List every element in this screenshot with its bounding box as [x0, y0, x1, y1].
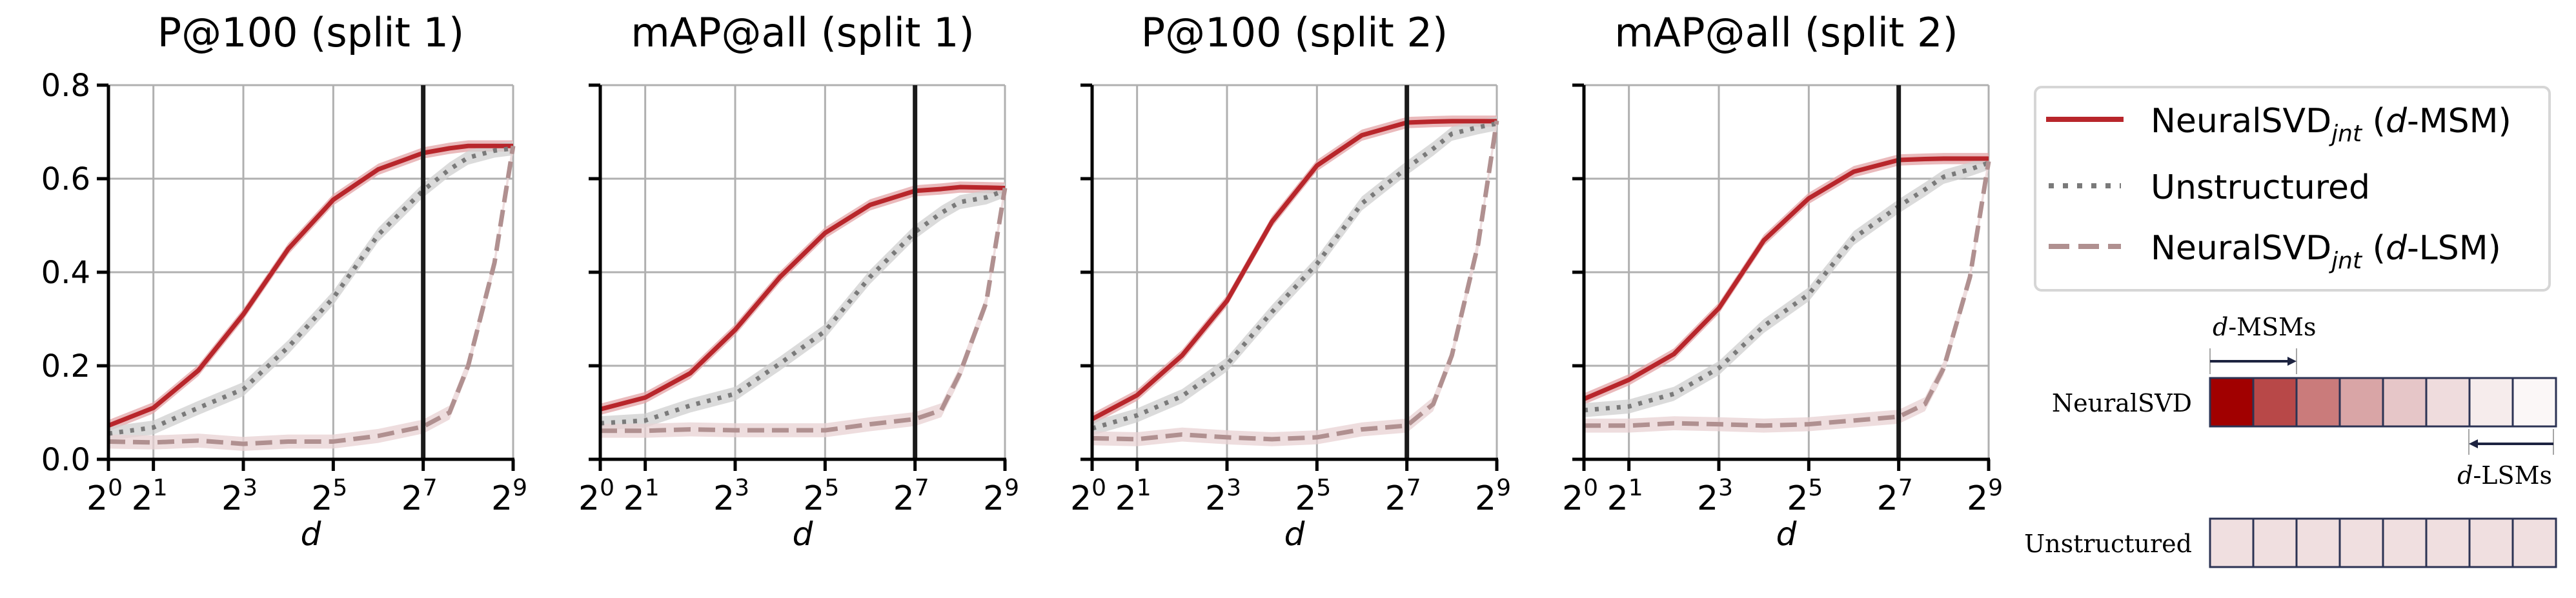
x-tick-label: 23 [1205, 475, 1241, 518]
series-band-dotted [1092, 117, 1497, 435]
series-line-solid [1584, 159, 1989, 399]
legend: NeuralSVDjnt (d-MSM) Unstructured Neural… [2035, 87, 2550, 290]
x-tick-label: 20 [1070, 475, 1106, 518]
neuralsvd-cell [2426, 378, 2470, 426]
x-tick-label: 20 [86, 475, 123, 518]
x-tick-label: 20 [578, 475, 614, 518]
series-band-dashed [1584, 154, 1989, 432]
x-tick-label: 21 [1607, 475, 1643, 518]
unstructured-cell [2253, 519, 2297, 567]
unstructured-cell [2383, 519, 2426, 567]
x-tick-label: 20 [1562, 475, 1598, 518]
series-line-dashed [1584, 161, 1989, 426]
unstructured-cell [2470, 519, 2513, 567]
x-tick-label: 29 [491, 475, 527, 518]
y-tick-label: 0.2 [41, 348, 90, 384]
series-line-solid [600, 187, 1005, 409]
series-band-solid [108, 141, 513, 432]
y-tick-label: 0.6 [41, 161, 90, 197]
neuralsvd-cells [2210, 378, 2556, 426]
x-tick-label: 27 [401, 475, 438, 518]
unstructured-cell [2340, 519, 2383, 567]
x-axis-label: d [1776, 515, 1797, 553]
x-tick-label: 29 [1475, 475, 1511, 518]
unstructured-cell [2513, 519, 2556, 567]
series-band-dashed [600, 181, 1005, 438]
neuralsvd-cell [2253, 378, 2297, 426]
x-tick-label: 25 [803, 475, 839, 518]
neuralsvd-cell [2383, 378, 2426, 426]
x-tick-label: 23 [221, 475, 258, 518]
unstructured-cells [2210, 519, 2556, 567]
subplot-title: mAP@all (split 2) [1614, 9, 1958, 56]
diagram-lsm-label: d-LSMs [2457, 461, 2552, 490]
diagram-msm-label: d-MSMs [2213, 313, 2317, 341]
subplot-title: P@100 (split 1) [157, 9, 464, 56]
diagram: d-MSMs NeuralSVD d-LSMs Unstructured [2024, 313, 2556, 567]
x-tick-label: 29 [1967, 475, 2003, 518]
subplot-title: P@100 (split 2) [1141, 9, 1448, 56]
x-tick-label: 27 [1385, 475, 1421, 518]
legend-label-msm: NeuralSVDjnt (d-MSM) [2151, 102, 2511, 147]
neuralsvd-cell [2297, 378, 2340, 426]
x-tick-label: 23 [713, 475, 749, 518]
x-tick-label: 23 [1697, 475, 1733, 518]
lsm-arrowhead-icon [2469, 439, 2478, 448]
y-tick-label: 0.4 [41, 255, 90, 291]
neuralsvd-cell [2340, 378, 2383, 426]
y-tick-label: 0.8 [41, 68, 90, 104]
msm-arrowhead-icon [2287, 357, 2297, 366]
y-tick-label: 0.0 [41, 442, 90, 478]
x-tick-label: 25 [311, 475, 347, 518]
x-axis-label: d [301, 515, 321, 553]
x-tick-label: 27 [893, 475, 929, 518]
x-tick-label: 25 [1295, 475, 1331, 518]
x-tick-label: 21 [1115, 475, 1151, 518]
x-tick-label: 25 [1787, 475, 1823, 518]
x-tick-label: 27 [1877, 475, 1913, 518]
x-axis-label: d [1284, 515, 1305, 553]
series-line-solid [108, 146, 513, 426]
x-tick-label: 21 [624, 475, 660, 518]
legend-label-lsm: NeuralSVDjnt (d-LSM) [2151, 229, 2501, 274]
neuralsvd-cell [2513, 378, 2556, 426]
x-axis-label: d [793, 515, 813, 553]
unstructured-cell [2426, 519, 2470, 567]
subplot-title: mAP@all (split 1) [631, 9, 974, 56]
unstructured-cell [2297, 519, 2340, 567]
unstructured-cell [2210, 519, 2253, 567]
x-tick-label: 21 [132, 475, 168, 518]
neuralsvd-cell [2470, 378, 2513, 426]
diagram-row-label-neuralsvd: NeuralSVD [2052, 389, 2192, 417]
legend-label-unstructured: Unstructured [2151, 168, 2370, 207]
series-band-dotted [1584, 155, 1989, 417]
neuralsvd-cell [2210, 378, 2253, 426]
series-line-solid [1092, 121, 1497, 419]
x-tick-label: 29 [983, 475, 1019, 518]
diagram-row-label-unstructured: Unstructured [2024, 530, 2192, 558]
